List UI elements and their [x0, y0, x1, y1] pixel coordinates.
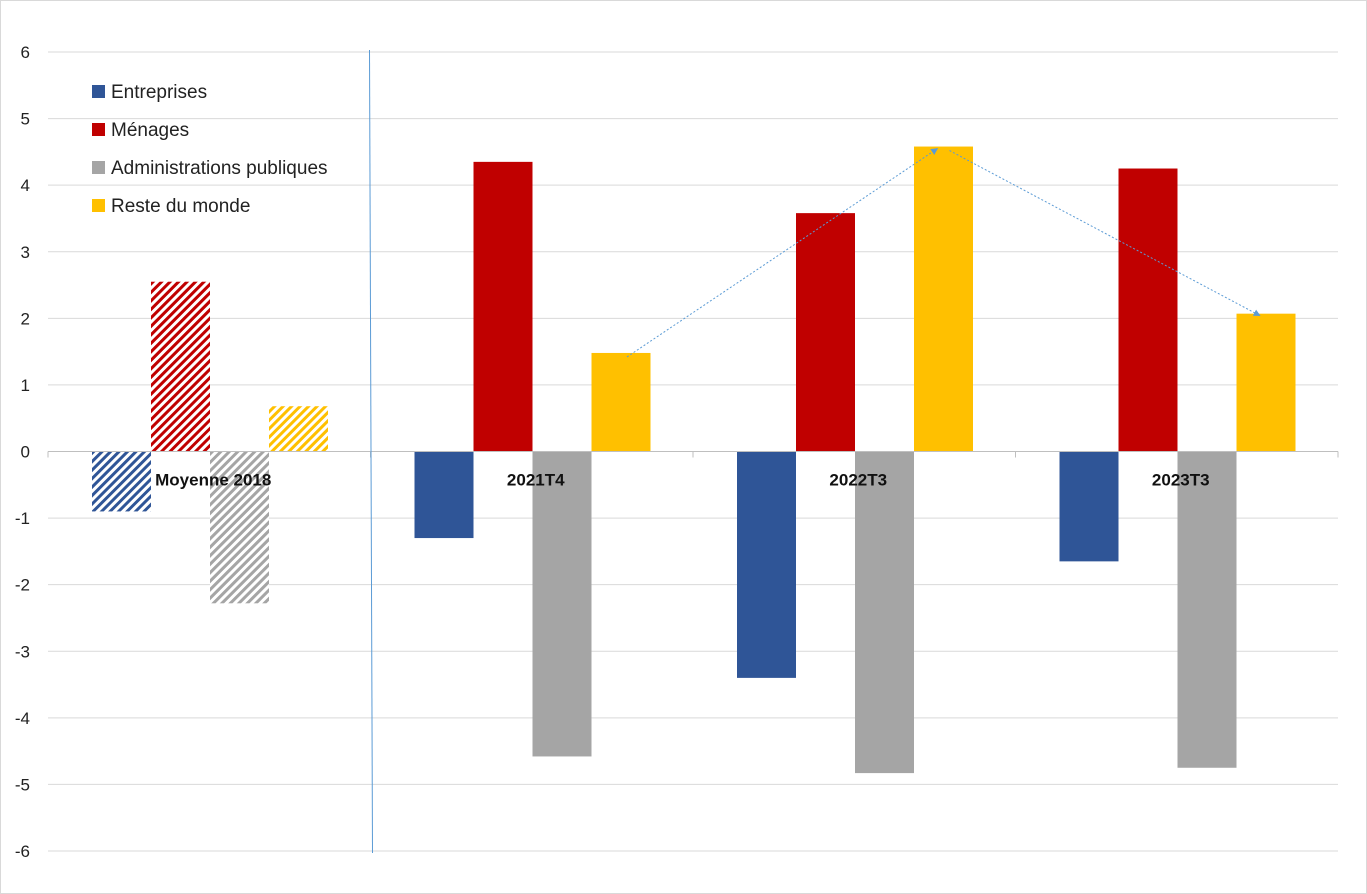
y-tick-label: 0: [21, 443, 30, 462]
legend-label: Administrations publiques: [111, 158, 328, 179]
bar-reste-du-monde-0: [269, 406, 328, 452]
annotations: [369, 49, 1261, 854]
legend-swatch: [92, 199, 105, 212]
legend: Entreprises Ménages Administrations publiq…: [92, 82, 328, 217]
bar-m-nages-0: [151, 281, 210, 452]
category-label: Moyenne 2018: [155, 471, 271, 490]
y-tick-label: -2: [15, 576, 30, 595]
bar-entreprises-0: [92, 451, 151, 512]
legend-label: Entreprises: [111, 82, 207, 103]
bars: [92, 146, 1296, 774]
bar-administrations-publiques-2: [855, 451, 914, 774]
category-labels: Moyenne 2018 2021T4 2022T3 2023T3: [155, 471, 1209, 490]
bar-entreprises-3: [1059, 451, 1119, 562]
separator-line: [369, 49, 373, 854]
bar-reste-du-monde-3: [1236, 313, 1296, 452]
legend-label: Ménages: [111, 120, 189, 141]
category-label: 2022T3: [829, 471, 887, 490]
bar-m-nages-1: [473, 161, 533, 452]
bar-administrations-publiques-3: [1177, 451, 1237, 768]
y-tick-label: 2: [21, 309, 30, 328]
category-label: 2021T4: [507, 471, 565, 490]
bar-administrations-publiques-0: [210, 451, 269, 604]
y-tick-label: 1: [21, 376, 30, 395]
bar-m-nages-3: [1118, 168, 1178, 452]
legend-swatch: [92, 161, 105, 174]
category-label: 2023T3: [1152, 471, 1210, 490]
y-tick-label: -1: [15, 509, 30, 528]
y-tick-label: 3: [21, 243, 30, 262]
legend-swatch: [92, 85, 105, 98]
y-tick-label: 6: [21, 43, 30, 62]
bar-m-nages-2: [796, 213, 855, 452]
y-tick-label: -3: [15, 642, 30, 661]
bar-reste-du-monde-1: [591, 352, 651, 452]
bar-reste-du-monde-2: [914, 146, 973, 452]
bar-entreprises-1: [414, 451, 474, 539]
y-tick-label: -4: [15, 709, 30, 728]
trend-arrow: [949, 150, 1261, 317]
y-tick-label: 4: [21, 176, 30, 195]
bar-administrations-publiques-1: [532, 451, 592, 757]
legend-swatch: [92, 123, 105, 136]
y-tick-label: 5: [21, 110, 30, 129]
y-tick-label: -6: [15, 842, 30, 861]
bar-entreprises-2: [737, 451, 796, 678]
y-tick-label: -5: [15, 775, 30, 794]
y-axis-ticks: -6 -5 -4 -3 -2 -1 0 1 2 3 4 5 6: [15, 43, 30, 861]
x-axis: [47, 451, 1339, 458]
legend-label: Reste du monde: [111, 196, 250, 217]
